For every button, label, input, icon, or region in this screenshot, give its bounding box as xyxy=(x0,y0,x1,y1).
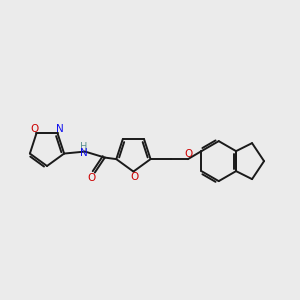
Text: H: H xyxy=(80,142,88,152)
Text: O: O xyxy=(185,149,193,159)
Text: O: O xyxy=(88,172,96,183)
Text: N: N xyxy=(80,148,88,158)
Text: O: O xyxy=(130,172,139,182)
Text: N: N xyxy=(56,124,64,134)
Text: O: O xyxy=(30,124,38,134)
